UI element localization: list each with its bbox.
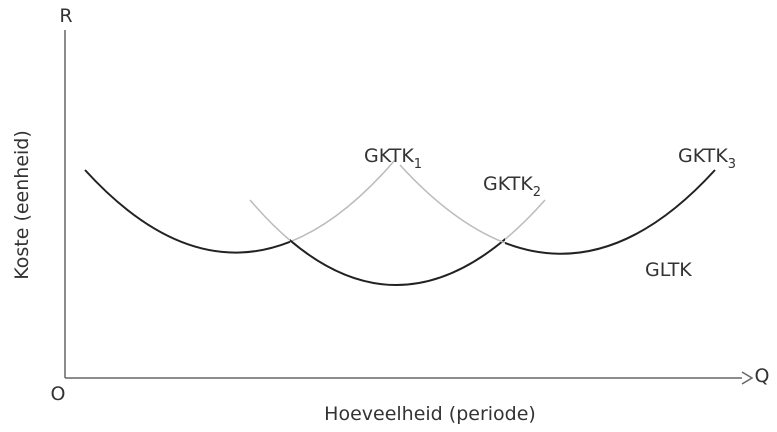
curve-2-light	[505, 199, 546, 241]
curve-label-main: GKTK	[364, 145, 414, 167]
y-axis-label: Koste (eenheid)	[11, 130, 33, 280]
curve-3-dark	[505, 169, 716, 255]
x-arrow	[741, 371, 754, 385]
curve-1-light	[290, 159, 396, 243]
curve-label: GKTK1	[364, 145, 422, 172]
y-axis-top: R	[59, 5, 72, 27]
origin: O	[51, 383, 66, 405]
curve-2-dark	[290, 237, 505, 286]
curve-1-dark	[84, 169, 290, 254]
curve-label-sub: 2	[533, 185, 541, 200]
envelope-label: GLTK	[645, 259, 692, 281]
curve-label: GKTK3	[678, 145, 736, 172]
curve-3-light	[399, 164, 505, 244]
curve-label: GKTK2	[483, 173, 541, 200]
curves	[84, 159, 716, 286]
x-axis-label: Hoeveelheid (periode)	[324, 403, 536, 425]
curve-label-sub: 3	[728, 157, 736, 172]
x-axis-end: Q	[755, 365, 770, 387]
curve-label-main: GKTK	[483, 173, 533, 195]
curve-label-main: GKTK	[678, 145, 728, 167]
curve-label-sub: 1	[414, 157, 422, 172]
curve-2-light	[249, 199, 290, 242]
